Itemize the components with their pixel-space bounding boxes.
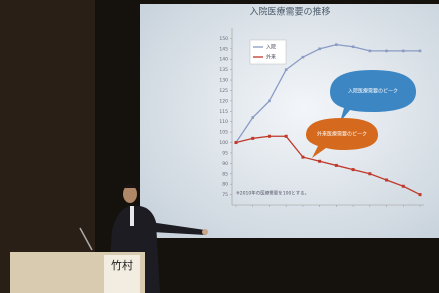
callout-label: 外来医療需要のピーク (317, 131, 367, 138)
point (285, 68, 288, 71)
callout-label: 入院医療需要のピーク (348, 88, 398, 95)
point (369, 50, 372, 53)
point (402, 185, 405, 188)
point (419, 193, 422, 196)
point (302, 56, 305, 59)
wall (0, 0, 95, 293)
point (402, 50, 405, 53)
name-label: 竹村 (111, 258, 133, 272)
y-tick-label: 90 (222, 161, 228, 167)
point (335, 43, 338, 46)
point (268, 100, 271, 103)
y-tick-label: 75 (222, 192, 228, 198)
legend-label: 外来 (266, 54, 276, 61)
point (368, 172, 371, 175)
y-tick-label: 105 (219, 130, 228, 136)
y-tick-label: 85 (222, 171, 228, 177)
scene: 入院医療需要の推移 75 80 85 90 95 100 105 110 115 120 125 13… (0, 0, 439, 293)
point (385, 179, 388, 182)
slide (140, 4, 439, 238)
point (235, 141, 238, 144)
y-tick-label: 130 (219, 78, 228, 84)
y-tick-label: 120 (219, 98, 228, 104)
chart-note: ※2010年の医療需要を100とする。 (236, 190, 309, 197)
y-tick-label: 125 (219, 88, 228, 94)
slide-title: 入院医療需要の推移 (249, 6, 330, 18)
point (419, 50, 422, 53)
y-tick-label: 95 (222, 150, 228, 156)
y-tick-label: 110 (219, 119, 228, 125)
point (285, 135, 288, 138)
point (318, 160, 321, 163)
y-tick-label: 145 (219, 46, 228, 52)
y-tick-label: 135 (219, 67, 228, 73)
point (352, 45, 355, 48)
point (301, 156, 304, 159)
y-tick-label: 100 (219, 140, 228, 146)
point (268, 135, 271, 138)
y-tick-label: 115 (219, 109, 228, 115)
point (352, 168, 355, 171)
point (318, 48, 321, 51)
point (251, 116, 254, 119)
point (385, 50, 388, 53)
y-tick-label: 140 (219, 57, 228, 63)
y-tick-label: 150 (219, 36, 228, 42)
point (335, 164, 338, 167)
legend-label: 入院 (266, 44, 276, 51)
point (251, 137, 254, 140)
y-tick-label: 80 (222, 182, 228, 188)
